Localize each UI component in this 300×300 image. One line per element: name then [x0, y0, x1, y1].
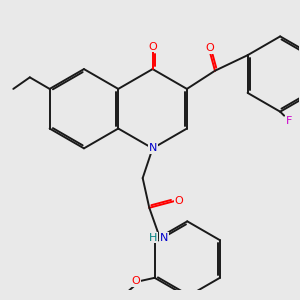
Text: O: O: [175, 196, 183, 206]
Text: N: N: [160, 232, 168, 242]
Text: O: O: [206, 43, 214, 53]
Text: F: F: [286, 116, 292, 126]
Text: O: O: [148, 42, 157, 52]
Text: O: O: [131, 276, 140, 286]
Text: N: N: [148, 143, 157, 153]
Text: H: H: [149, 232, 158, 242]
